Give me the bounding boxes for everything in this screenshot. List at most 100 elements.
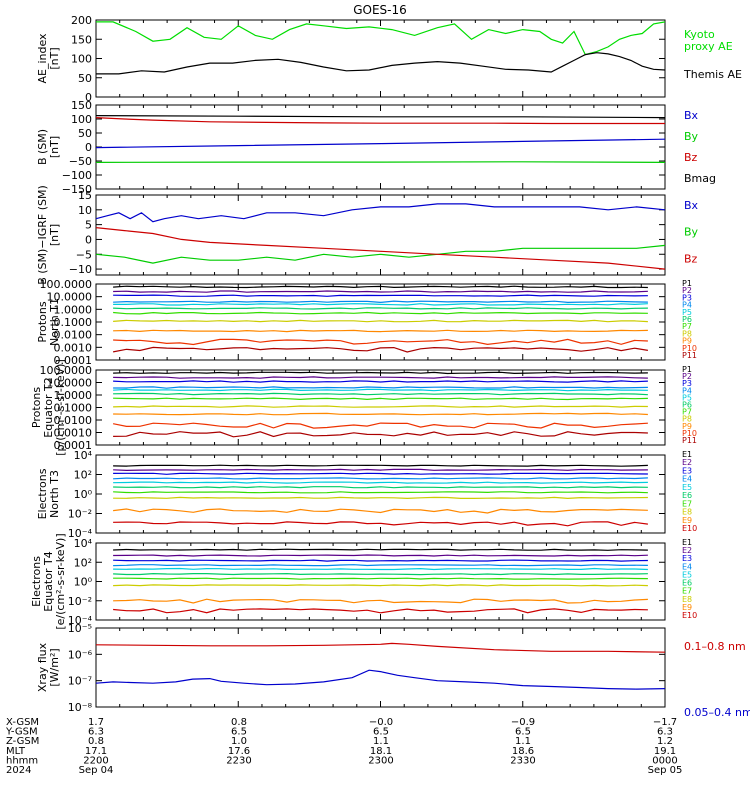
panel-6-ylabel-line: Electrons (36, 468, 49, 519)
panel-6-channel-E8 (113, 496, 648, 500)
footer-label: X-GSM (6, 717, 39, 728)
panel-4: 100.000010.00001.00000.10000.01000.00100… (36, 278, 697, 367)
panel-7-legend-E4: E4 (682, 562, 692, 571)
panel-2-ylabel-line: B (SM) (36, 129, 49, 165)
panel-6-legend-E8: E8 (682, 508, 692, 517)
panel-7-ylabel: ElectronsEquator T4[e/(cm²-s-sr-keV)] (30, 533, 67, 629)
panel-6-channel-E6 (113, 486, 648, 489)
footer-value: 18.6 (512, 746, 534, 757)
footer-value: 6.5 (515, 727, 531, 738)
panel-5-channel-P9 (113, 412, 648, 416)
panel-5-legend-P10: P10 (682, 429, 697, 438)
panel-2-ylabel-line: [nT] (48, 136, 61, 158)
panel-5-ytick-label: 100.0000 (40, 364, 93, 377)
panel-6-legend-E3: E3 (682, 466, 692, 475)
panel-5-channel-P6 (113, 392, 648, 396)
panel-4-legend-P7: P7 (682, 322, 692, 331)
panel-7-legend-E6: E6 (682, 579, 692, 588)
panel-4-legend-P9: P9 (682, 337, 692, 346)
panel-1-legend-2: Themis AE (683, 68, 742, 81)
panel-1-ylabel-line: AE_index (36, 33, 49, 84)
panel-7-channel-E4 (113, 564, 648, 567)
panel-4-legend-P6: P6 (682, 315, 692, 324)
footer-value: −1.7 (653, 717, 677, 728)
panel-3-legend-2: By (684, 226, 699, 239)
panel-4-channel-P11 (112, 346, 648, 353)
panel-5-channel-P4 (113, 386, 648, 389)
panel-5-legend-P8: P8 (682, 415, 692, 424)
panel-3-series-3 (95, 227, 666, 270)
panel-5-ytick-label: 0.0100 (54, 414, 93, 427)
panel-3-legend-line: By (684, 226, 699, 239)
panel-7-ytick-label: 10⁻² (68, 595, 92, 608)
panel-6-ytick-label: 10⁻⁴ (68, 527, 93, 540)
panel-5-ylabel-line: Equator T2 (42, 377, 55, 437)
panel-7-legend-E3: E3 (682, 554, 692, 563)
panel-8-ylabel-line: Xray flux (36, 642, 49, 692)
footer-value: 1.7 (88, 717, 104, 728)
panel-7-channel-E7 (113, 577, 648, 580)
footer-value: Sep 05 (648, 765, 683, 776)
panel-6-legend-E1: E1 (682, 450, 692, 459)
panel-5-channel-P10 (112, 422, 648, 429)
panel-6-legend-E2: E2 (682, 458, 692, 467)
footer-value: 6.3 (88, 727, 104, 738)
footer-value: 17.6 (228, 746, 250, 757)
panel-8-series-2 (95, 669, 666, 690)
panel-5-ylabel-line: [p/(cm²-s-sr-keV)] (54, 359, 67, 456)
panel-8-legend-1: 0.1–0.8 nm (684, 640, 746, 653)
panel-4-ylabel-line: North T1 (48, 298, 61, 346)
panel-1-series-2 (96, 52, 666, 75)
panel-6-legend-E4: E4 (682, 475, 692, 484)
panel-8-ytick-label: 10⁻⁶ (68, 648, 93, 661)
panel-4-channel-P4 (113, 300, 648, 304)
panel-5-channel-P2 (113, 376, 648, 379)
footer-label: Z-GSM (6, 736, 39, 747)
panel-4-channel-P9 (113, 329, 648, 333)
panel-4-ytick-label: 0.0010 (54, 341, 93, 354)
panel-5-legend-P1: P1 (682, 365, 692, 374)
panel-7-channel-E1 (113, 548, 648, 551)
panel-4-ytick-label: 100.0000 (40, 278, 93, 291)
footer-value: 6.3 (657, 727, 673, 738)
panel-2-ytick-label: −50 (69, 155, 92, 168)
panel-4-ytick-label: 1.0000 (54, 303, 93, 316)
panel-4-legend-P11: P11 (682, 351, 697, 360)
panel-8-frame (95, 627, 666, 708)
panel-6-channel-E2 (113, 468, 648, 472)
panel-4-legend-P2: P2 (682, 286, 692, 295)
panel-4-channel-P7 (113, 311, 648, 315)
panel-3-ytick-label: −10 (69, 263, 92, 276)
panel-5-legend-P11: P11 (682, 436, 697, 445)
panel-7-channel-E8 (113, 584, 648, 587)
panel-1-legend-1: Kyoto proxy AE (684, 28, 733, 53)
panel-3-ylabel-line: [nT] (48, 224, 61, 246)
panel-7-legend-E10: E10 (682, 611, 697, 620)
panel-2-ytick-label: 150 (71, 99, 92, 112)
panel-1-legend-line: Kyoto (684, 28, 715, 41)
panel-6-ylabel-line: North T3 (48, 470, 61, 518)
panel-3-ylabel: B (SM)−IGRF (SM)[nT] (36, 185, 61, 285)
panel-7-channel-E10 (113, 608, 648, 614)
panel-2-series-4 (95, 115, 666, 119)
footer-value: 17.1 (85, 746, 107, 757)
panel-7-ylabel-line: Electrons (30, 556, 43, 607)
panel-6-frame (95, 454, 666, 534)
footer-value: 2200 (83, 755, 108, 766)
panel-3-series-2 (95, 244, 666, 264)
panel-7-legend-E8: E8 (682, 595, 692, 604)
figure-title: GOES-16 (353, 3, 407, 17)
panel-4-channel-P8 (113, 319, 648, 323)
panel-1-ytick-label: 200 (71, 14, 92, 27)
panel-5-channel-P1 (113, 371, 648, 375)
panel-7-ylabel-line: Equator T4 (42, 551, 55, 611)
panel-1-series-1 (96, 21, 666, 56)
panel-6-legend-E6: E6 (682, 491, 692, 500)
panel-5-legend-P4: P4 (682, 386, 692, 395)
panel-6-legend-E5: E5 (682, 483, 692, 492)
panel-7-channel-E3 (113, 559, 648, 562)
panel-7-legend-E1: E1 (682, 538, 692, 547)
